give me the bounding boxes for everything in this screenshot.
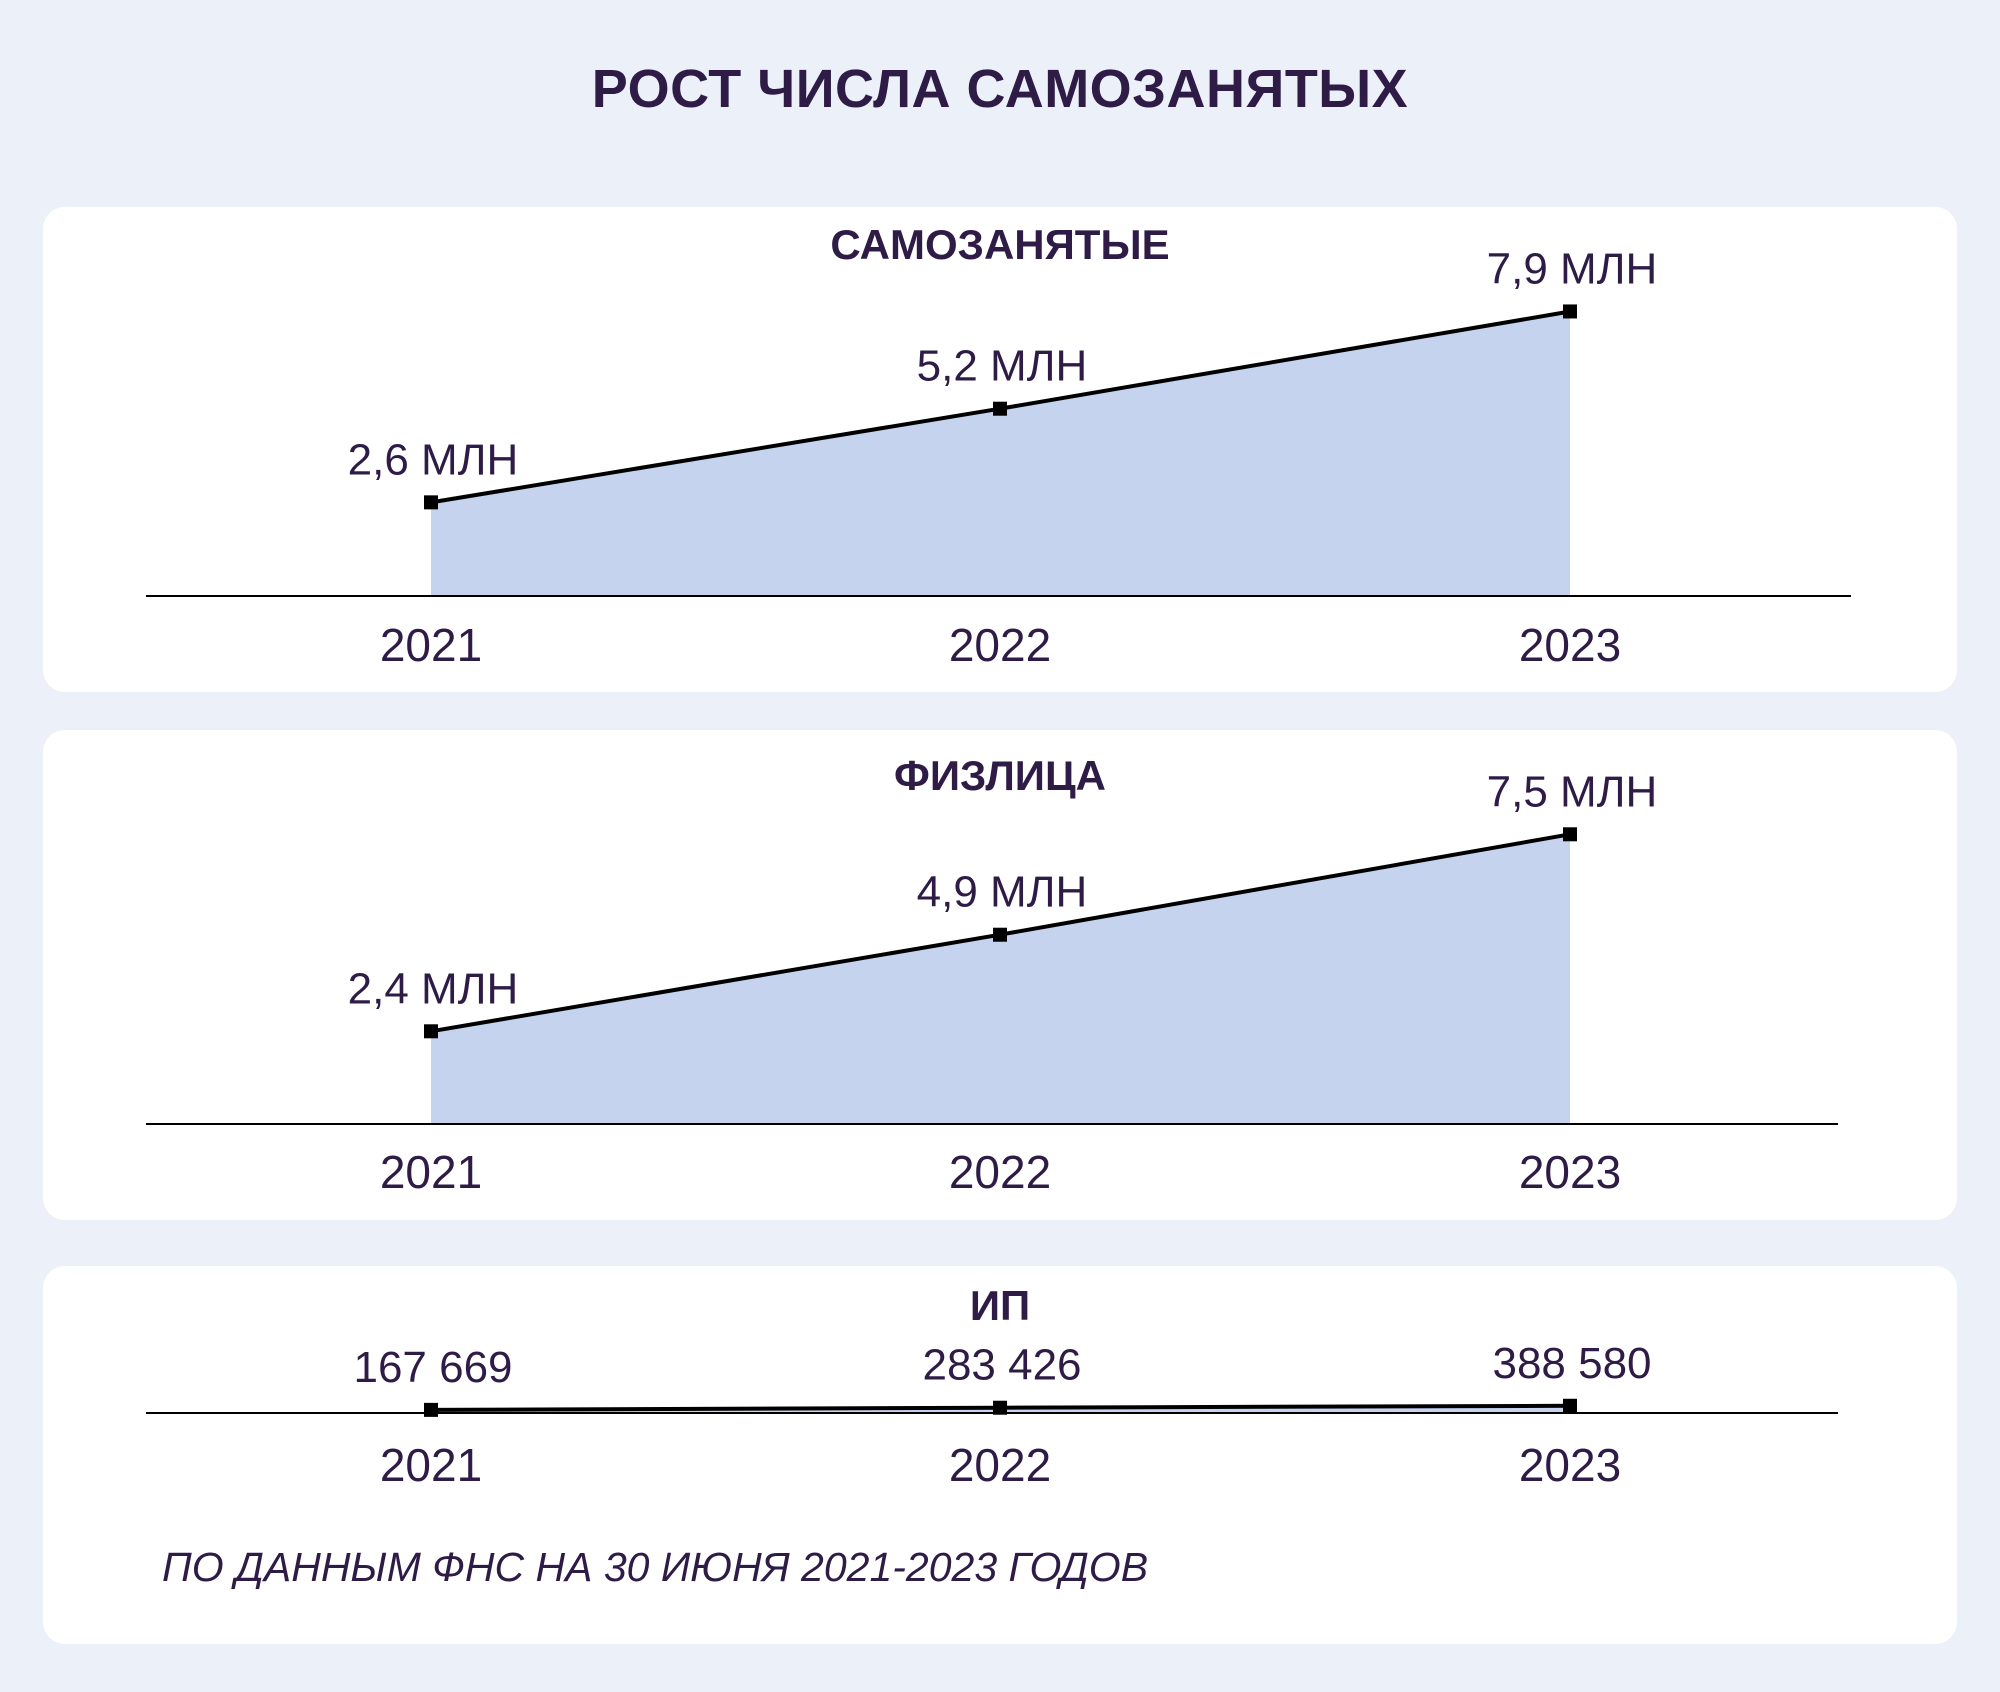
data-point-marker	[993, 1400, 1007, 1415]
x-tick-label: 2022	[949, 1146, 1051, 1198]
panel-title: САМОЗАНЯТЫЕ	[830, 221, 1170, 268]
data-point-marker	[1563, 1398, 1577, 1413]
x-tick-label: 2022	[949, 619, 1051, 671]
data-label: 388 580	[1492, 1339, 1651, 1388]
data-point-marker	[993, 927, 1007, 942]
data-point-marker	[424, 495, 438, 510]
self-employed-chart: 2,6 МЛН 2021 5,2 МЛН 2022 7,9 МЛН 2023	[146, 244, 1851, 671]
data-label: 2,4 МЛН	[348, 964, 519, 1013]
x-tick-label: 2023	[1519, 1439, 1621, 1491]
individuals-chart: 2,4 МЛН 2021 4,9 МЛН 2022 7,5 МЛН 2023	[146, 767, 1838, 1198]
data-point-marker	[993, 401, 1007, 416]
main-title: РОСТ ЧИСЛА САМОЗАНЯТЫХ	[591, 59, 1409, 119]
data-label: 167 669	[353, 1343, 512, 1392]
x-tick-label: 2023	[1519, 1146, 1621, 1198]
data-label: 283 426	[922, 1341, 1081, 1390]
x-tick-label: 2022	[949, 1439, 1051, 1491]
entrepreneurs-chart: 167 669 2021 283 426 2022 388 580 2023	[146, 1339, 1838, 1491]
data-point-marker	[1563, 304, 1577, 319]
x-tick-label: 2021	[380, 1439, 482, 1491]
x-tick-label: 2021	[380, 1146, 482, 1198]
data-point-marker	[424, 1402, 438, 1417]
data-label: 4,9 МЛН	[917, 868, 1088, 917]
data-point-marker	[1563, 827, 1577, 842]
data-label: 2,6 МЛН	[348, 435, 519, 484]
data-label: 7,9 МЛН	[1487, 244, 1658, 293]
source-note: ПО ДАННЫМ ФНС НА 30 ИЮНЯ 2021-2023 ГОДОВ	[162, 1544, 1149, 1590]
data-label: 7,5 МЛН	[1487, 767, 1658, 816]
panel-individuals: ФИЗЛИЦА 2,4 МЛН 2021 4,9 МЛН 2022 7,5 МЛН 202…	[43, 730, 1957, 1220]
x-tick-label: 2023	[1519, 619, 1621, 671]
panel-title: ФИЗЛИЦА	[894, 752, 1106, 799]
x-tick-label: 2021	[380, 619, 482, 671]
panel-entrepreneurs: ИП 167 669 2021 283 426 2022 388 580 2023 ПО …	[43, 1266, 1957, 1644]
panel-title: ИП	[969, 1282, 1031, 1329]
data-label: 5,2 МЛН	[917, 342, 1088, 391]
data-point-marker	[424, 1024, 438, 1039]
area-fill	[431, 311, 1570, 596]
area-fill	[431, 834, 1570, 1124]
panel-self-employed: САМОЗАНЯТЫЕ 2,6 МЛН 2021 5,2 МЛН 2022 7,9 МЛ…	[43, 207, 1957, 692]
